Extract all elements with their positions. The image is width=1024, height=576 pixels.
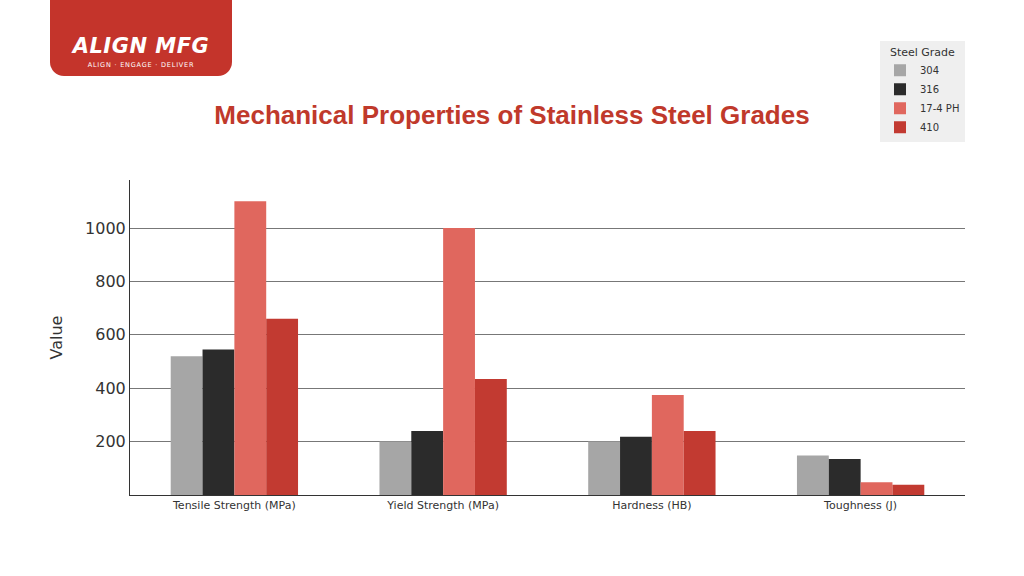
svg-text:Tensile Strength (MPa): Tensile Strength (MPa)	[172, 499, 296, 512]
svg-text:Value: Value	[47, 316, 66, 360]
svg-text:800: 800	[95, 272, 126, 291]
html-text:ALIGN MFG: ALIGN MFG	[72, 34, 210, 58]
svg-text:Hardness (HB): Hardness (HB)	[612, 499, 691, 512]
svg-text:1000: 1000	[85, 219, 126, 238]
svg-text:Mechanical Properties of Stain: Mechanical Properties of Stainless Steel…	[214, 100, 809, 130]
svg-text:600: 600	[95, 325, 126, 344]
svg-text:Toughness (J): Toughness (J)	[823, 499, 897, 512]
svg-text:Steel Grade: Steel Grade	[890, 46, 955, 59]
svg-text:304: 304	[920, 65, 939, 76]
svg-text:316: 316	[920, 84, 939, 95]
svg-text:Yield Strength (MPa): Yield Strength (MPa)	[386, 499, 499, 512]
svg-text:400: 400	[95, 379, 126, 398]
svg-text:17-4 PH: 17-4 PH	[920, 103, 959, 114]
html-text:ALIGN · ENGAGE · DELIVER: ALIGN · ENGAGE · DELIVER	[87, 61, 195, 69]
svg-text:410: 410	[920, 122, 939, 133]
svg-text:200: 200	[95, 432, 126, 451]
